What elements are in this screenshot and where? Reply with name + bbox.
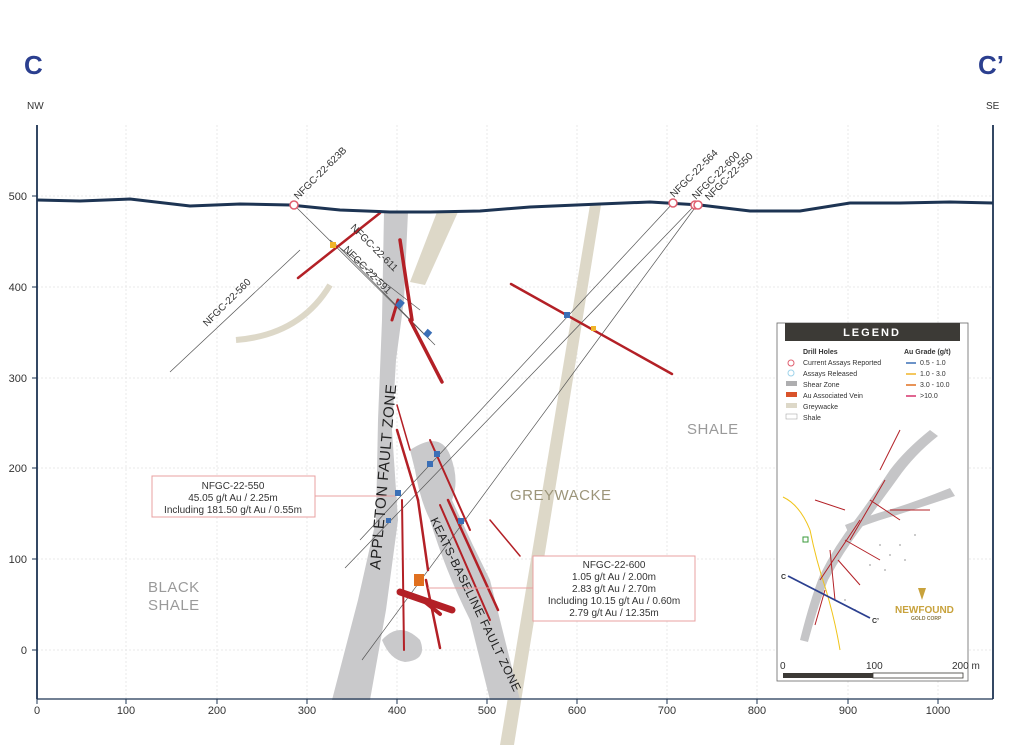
callout-nfgc-22-600: NFGC-22-600 1.05 g/t Au / 2.00m 2.83 g/t… [428,555,696,622]
legend-grade-label: >10.0 [920,393,938,400]
inset-c-prime-label: C’ [872,618,879,625]
callout-600-line2: 2.83 g/t Au / 2.70m [572,584,656,595]
shale-label: SHALE [687,421,739,438]
x-tick-label: 300 [298,705,316,717]
y-tick-label: 200 [9,463,27,475]
greywacke-arc [235,283,333,343]
x-tick-label: 200 [208,705,226,717]
callout-550-line1: 45.05 g/t Au / 2.25m [188,493,278,504]
tick-marks [32,195,939,704]
inset-green-marker [802,536,809,543]
scale-label: 200 m [952,661,980,672]
legend-shear-zone-swatch [786,381,797,386]
surface-line [36,197,994,214]
greywacke-band-main [500,205,601,745]
x-tick-label: 700 [658,705,676,717]
legend-item-label: Shear Zone [803,382,840,389]
callout-600-line1: 1.05 g/t Au / 2.00m [572,572,656,583]
scale-bar: 0 100 200 m [780,661,980,679]
inset-road [782,496,841,651]
x-tick-labels: 0 100 200 300 400 500 600 700 800 900 10… [34,705,950,717]
y-tick-label: 100 [9,554,27,566]
inset-veins [814,429,930,626]
callout-550-line2: Including 181.50 g/t Au / 0.55m [164,505,302,516]
legend-greywacke-swatch [786,403,797,408]
trace-600 [344,204,696,569]
callout-600-line3: Including 10.15 g/t Au / 0.60m [548,596,680,607]
greywacke-units [410,205,601,745]
trace-623b [293,204,431,341]
nw-direction-label: NW [27,101,44,112]
collar-550 [693,200,703,210]
x-tick-label: 900 [839,705,857,717]
shear-zones [332,212,520,700]
legend-grade-label: 0.5 - 1.0 [920,360,946,367]
y-tick-label: 0 [21,645,27,657]
y-tick-label: 400 [9,282,27,294]
legend-grade-heading: Au Grade (g/t) [904,349,951,356]
inset-section-line [787,575,871,619]
legend-current-assays-icon [787,359,795,367]
callout-600-title: NFGC-22-600 [583,560,646,571]
legend-assays-released-icon [787,369,795,377]
callout-600-line4: 2.79 g/t Au / 12.35m [569,608,659,619]
greywacke-label: GREYWACKE [510,487,611,504]
section-start-label: C [24,50,43,80]
section-end-label: C’ [978,50,1004,80]
collar-markers [289,198,703,210]
black-shale-label-2: SHALE [148,597,200,614]
legend-title: LEGEND [843,327,901,339]
x-tick-label: 800 [748,705,766,717]
legend-panel: LEGEND Drill Holes Current Assays Report… [776,322,980,682]
y-tick-labels: 500 400 300 200 100 0 [9,191,27,657]
appleton-shear-zone [332,212,408,700]
y-tick-label: 300 [9,373,27,385]
logo-subname: GOLD CORP [911,616,942,622]
legend-vein-swatch [786,392,797,397]
legend-item-label: Greywacke [803,404,838,411]
x-tick-label: 100 [117,705,135,717]
x-tick-label: 1000 [926,705,950,717]
legend-drill-holes-heading: Drill Holes [803,349,838,356]
callout-550-title: NFGC-22-550 [202,481,265,492]
scale-label: 100 [866,661,883,672]
shear-zone-lobe [382,630,423,662]
x-tick-label: 400 [388,705,406,717]
keats-shear-zone [410,441,520,700]
legend-item-label: Assays Released [803,371,857,378]
greywacke-band-upper [410,212,458,285]
black-shale-label-1: BLACK [148,579,200,596]
trace-560 [169,249,301,373]
legend-grade-label: 1.0 - 3.0 [920,371,946,378]
collar-623b [289,200,299,210]
legend-item-label: Shale [803,415,821,422]
se-direction-label: SE [986,101,1000,112]
logo-name: NEWFOUND [895,605,954,616]
trace-611 [329,239,421,311]
x-tick-label: 0 [34,705,40,717]
y-tick-label: 500 [9,191,27,203]
inset-plan-map: C C’ NEWFOUND GOLD CORP [781,429,955,651]
x-tick-label: 600 [568,705,586,717]
scale-label: 0 [780,661,786,672]
legend-grade-label: 3.0 - 10.0 [920,382,950,389]
x-tick-label: 500 [478,705,496,717]
trace-591 [339,247,436,346]
assay-intercepts [330,242,596,586]
legend-item-label: Current Assays Reported [803,360,881,367]
collar-564 [668,198,678,208]
inset-shear-zone [800,430,938,642]
legend-header [785,323,960,341]
inset-c-label: C [781,574,786,581]
legend-shale-swatch [785,413,798,420]
inset-drill-collars [844,534,916,611]
callout-nfgc-22-550: NFGC-22-550 45.05 g/t Au / 2.25m Includi… [151,475,395,518]
legend-item-label: Au Associated Vein [803,393,863,400]
logo-mark-icon [918,588,926,600]
